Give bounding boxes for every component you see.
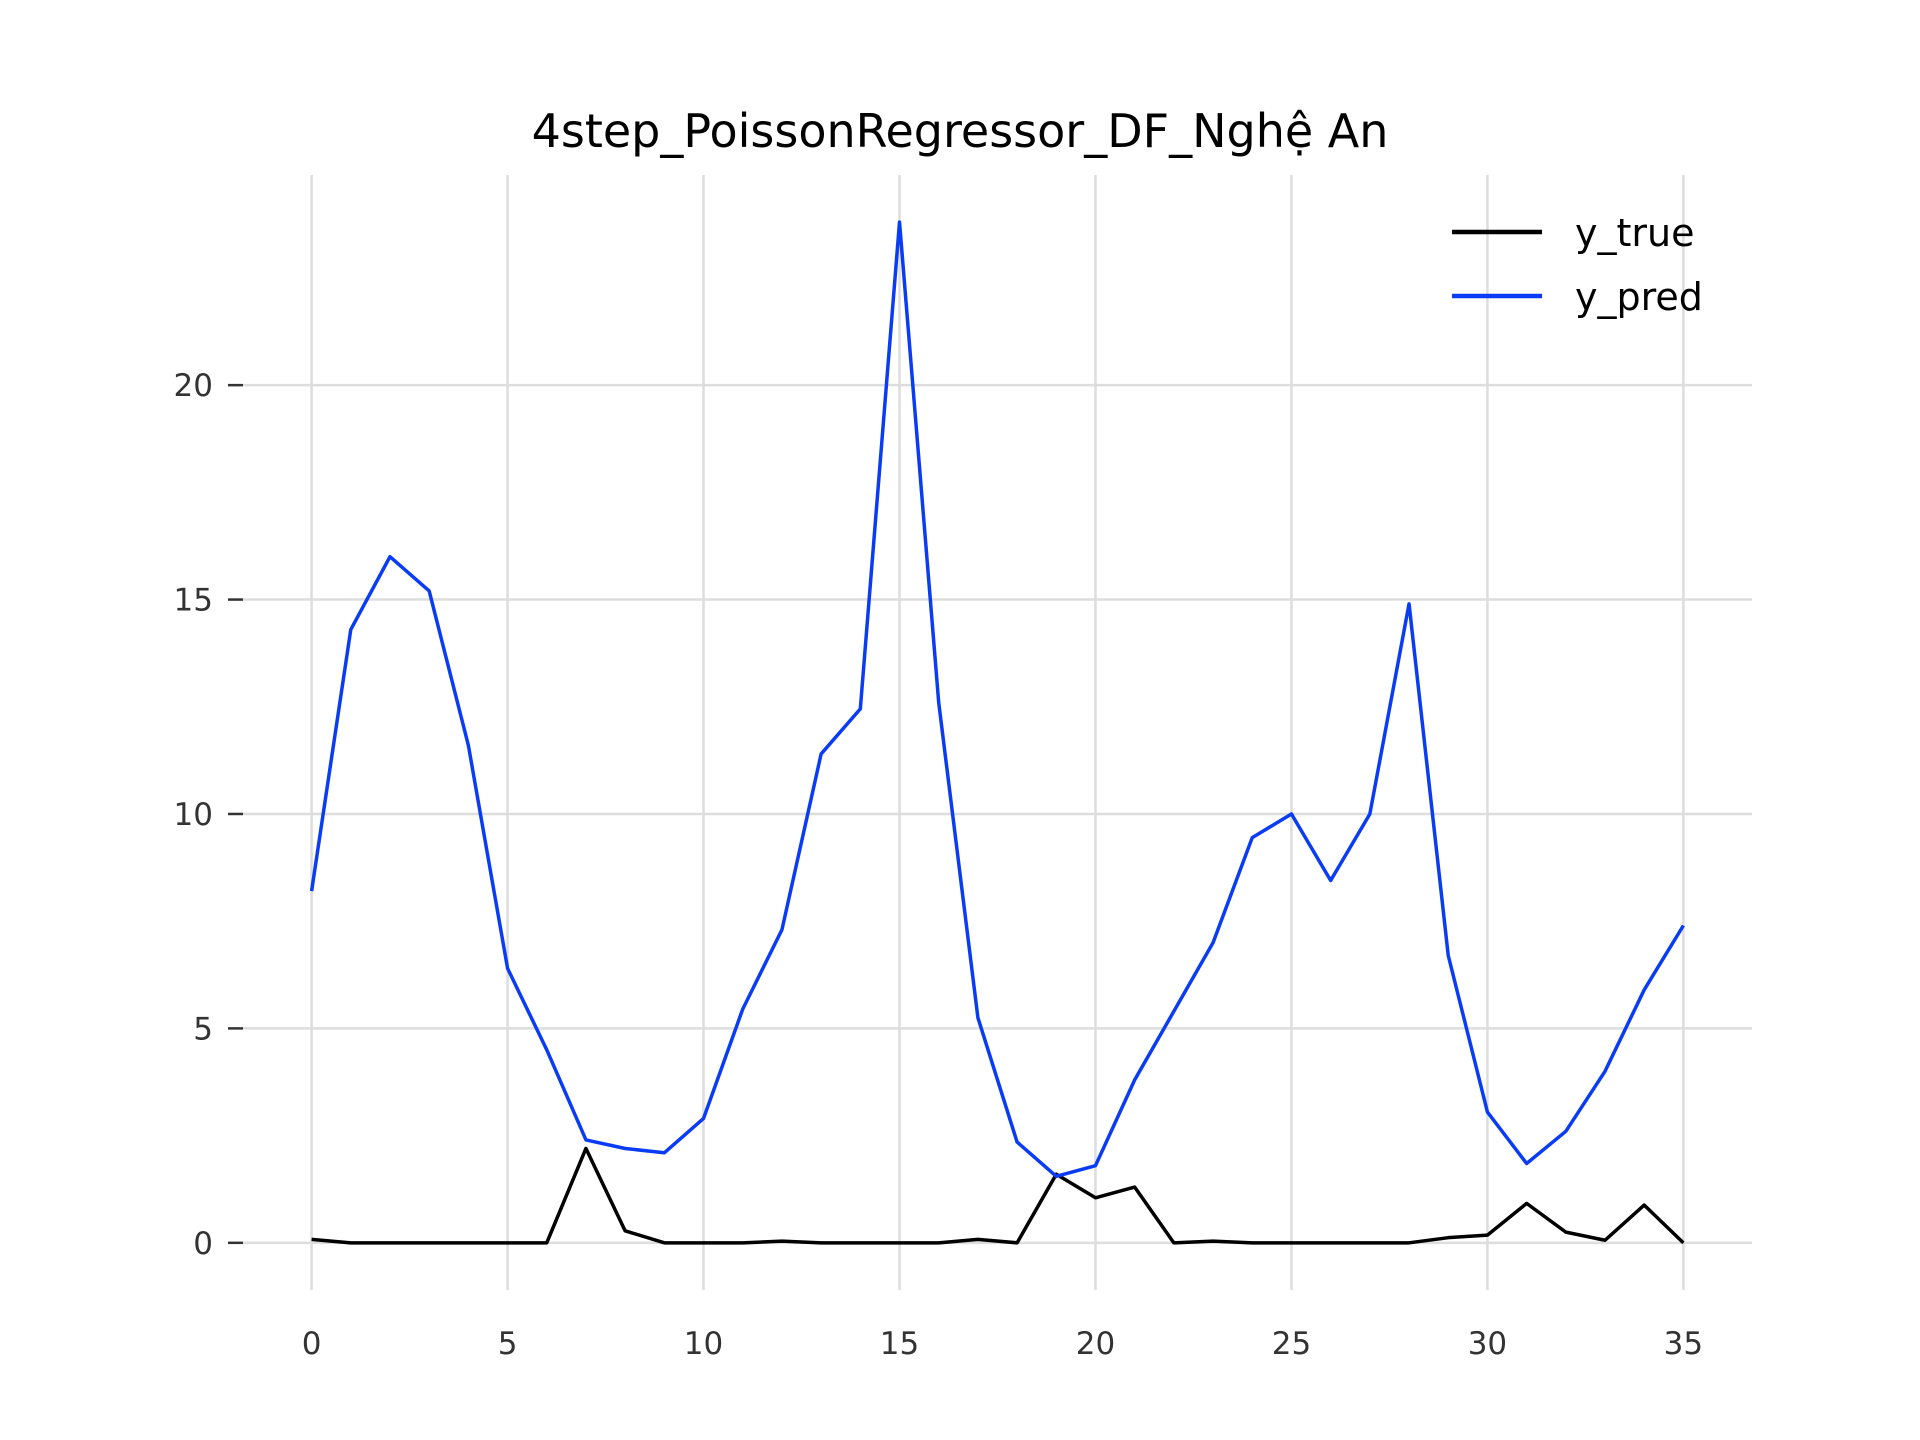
x-tick-label: 20	[1076, 1326, 1115, 1362]
legend-label-y-pred: y_pred	[1575, 275, 1703, 319]
y-tick-label: 0	[193, 1226, 213, 1262]
series-lines	[309, 220, 1685, 1245]
series-line-y-pred	[309, 220, 1685, 1179]
y-tick-label: 10	[174, 797, 213, 833]
x-tick-label: 25	[1272, 1326, 1311, 1362]
x-tick-label: 5	[498, 1326, 518, 1362]
x-tick-label: 0	[302, 1326, 322, 1362]
x-tick-label: 30	[1468, 1326, 1507, 1362]
y-tick-label: 20	[174, 368, 213, 404]
y-tick-label: 15	[174, 583, 213, 619]
legend-label-y-true: y_true	[1575, 211, 1694, 255]
axis-ticks: 0 5 10 15 20 25 30 35 0 5 10 15 20	[174, 368, 1704, 1362]
chart-title: 4step_PoissonRegressor_DF_Nghệ An	[532, 104, 1389, 158]
x-tick-label: 10	[684, 1326, 723, 1362]
y-tick-label: 5	[193, 1011, 213, 1047]
series-line-y-true	[311, 1146, 1685, 1245]
x-tick-label: 35	[1664, 1326, 1703, 1362]
legend: y_true y_pred	[1452, 211, 1703, 319]
grid-lines	[243, 175, 1752, 1290]
x-tick-label: 15	[880, 1326, 919, 1362]
